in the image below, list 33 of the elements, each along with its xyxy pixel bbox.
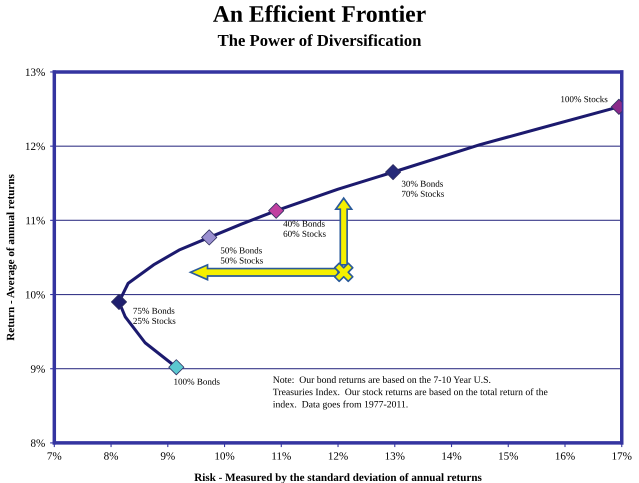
x-tick-label: 13% (386, 452, 405, 460)
y-axis-title: Return - Average of annual returns (6, 174, 17, 341)
x-tick-label: 17% (612, 452, 632, 460)
x-tick-label: 11% (272, 452, 291, 460)
x-tick-label: 8% (104, 452, 118, 460)
x-tick-label: 14% (442, 452, 462, 460)
chart-subtitle: The Power of Diversification (218, 34, 422, 46)
x-axis-title: Risk - Measured by the standard deviation of annual returns (194, 473, 482, 483)
point (110, 294, 128, 310)
y-tick-label: 12% (26, 142, 45, 150)
annotation: 100% Stocks (561, 96, 608, 102)
point (268, 202, 284, 219)
annotation: 40% Bonds 60% Stocks (283, 220, 326, 237)
annotation: 50% Bonds 50% Stocks (220, 247, 263, 264)
x-tick-label: 9% (160, 452, 175, 460)
x-tick-label: 7% (48, 452, 62, 460)
chart-title: An Efficient Frontier (213, 5, 426, 22)
point (385, 164, 402, 180)
x-tick-label: 10% (215, 452, 234, 460)
y-tick-label: 10% (26, 291, 45, 299)
point (201, 229, 218, 246)
annotation: 30% Bonds 70% Stocks (402, 180, 444, 197)
y-tick-label: 13% (26, 68, 45, 76)
y-tick-label: 9% (30, 365, 45, 373)
annotation: 100% Bonds (174, 378, 220, 385)
y-tick-label: 8% (30, 439, 45, 447)
x-tick-label: 12% (328, 452, 348, 460)
annotation: 75% Bonds 25% Stocks (133, 308, 176, 324)
x-tick-label: 15% (499, 452, 518, 460)
x-tick-label: 16% (556, 452, 575, 460)
point (168, 359, 184, 376)
annotation: Note: Our bond returns are based on the 7-10 Year U.S. Treasuries Index. Our stock returns are based on the total return of the index. Data goes from 1977-2011. (272, 376, 548, 410)
y-tick-label: 11% (26, 216, 45, 224)
